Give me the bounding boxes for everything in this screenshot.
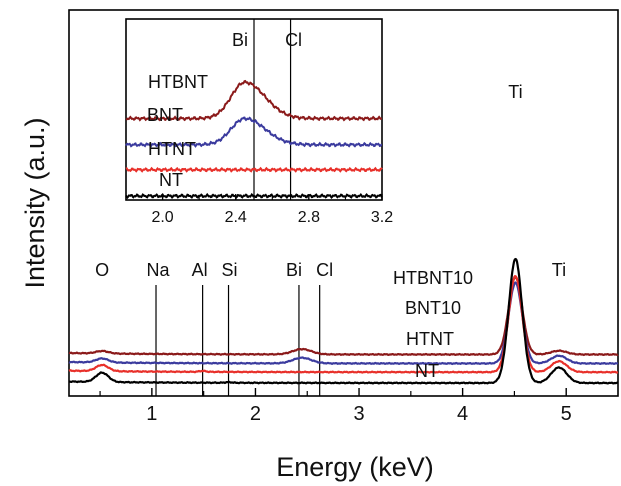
- inset-series-label-nt: NT: [159, 170, 183, 190]
- inset-series-labels: HTBNT BNT HTNT NT: [147, 72, 208, 190]
- x-tick-label-2: 2: [250, 403, 261, 425]
- inset-x-tick-label-2.0: 2.0: [151, 209, 173, 226]
- inset-element-label-bi: Bi: [232, 30, 248, 50]
- element-label-ti-6: Ti: [508, 82, 522, 102]
- inset-x-tick-label-2.8: 2.8: [298, 209, 320, 226]
- inset-x-tick-label-2.4: 2.4: [225, 209, 247, 226]
- inset-x-ticks: 2.0 2.4 2.8 3.2: [125, 194, 393, 226]
- main-series: [68, 257, 619, 385]
- series-nt: [68, 257, 619, 385]
- y-axis-title: Intensity (a.u.): [20, 117, 50, 288]
- series-label-bnt10: BNT10: [405, 298, 461, 318]
- inset-series-bnt: [125, 116, 383, 148]
- main-x-ticks: 1 2 3 4 5: [99, 388, 572, 425]
- element-label-al-2: Al: [192, 260, 208, 280]
- element-label-si-3: Si: [222, 260, 238, 280]
- x-axis-title: Energy (keV): [276, 452, 434, 482]
- series-label-htnt: HTNT: [406, 329, 454, 349]
- element-label-ti-7: Ti: [552, 260, 566, 280]
- x-tick-label-4: 4: [457, 403, 468, 425]
- x-tick-label-1: 1: [146, 403, 157, 425]
- x-tick-label-3: 3: [353, 403, 364, 425]
- inset-series-label-htbnt: HTBNT: [148, 72, 208, 92]
- series-htnt: [68, 275, 619, 374]
- inset-series-htbnt: [125, 79, 383, 122]
- series-bnt10: [68, 281, 619, 366]
- element-label-na-1: Na: [147, 260, 171, 280]
- inset-element-label-cl: Cl: [285, 30, 302, 50]
- inset-x-tick-label-3.2: 3.2: [371, 209, 393, 226]
- main-plot-frame: [68, 9, 619, 397]
- inset-series-label-bnt: BNT: [147, 105, 183, 125]
- series-label-nt: NT: [415, 361, 439, 381]
- main-element-lines: [155, 285, 321, 396]
- inset-series: [125, 79, 383, 200]
- inset-series-nt: [125, 192, 383, 200]
- inset-series-htnt: [125, 166, 383, 173]
- inset-series-label-htnt: HTNT: [148, 139, 196, 159]
- inset-element-labels: Bi Cl: [232, 30, 302, 50]
- series-label-htbnt10: HTBNT10: [393, 268, 473, 288]
- series-htbnt10: [68, 275, 619, 357]
- element-label-o-0: O: [95, 260, 109, 280]
- main-element-labels: O Na Al Si Bi Cl Ti Ti: [95, 82, 566, 280]
- x-tick-label-5: 5: [561, 403, 572, 425]
- element-label-cl-5: Cl: [316, 260, 333, 280]
- element-label-bi-4: Bi: [286, 260, 302, 280]
- main-series-labels: HTBNT10 BNT10 HTNT NT: [393, 268, 473, 381]
